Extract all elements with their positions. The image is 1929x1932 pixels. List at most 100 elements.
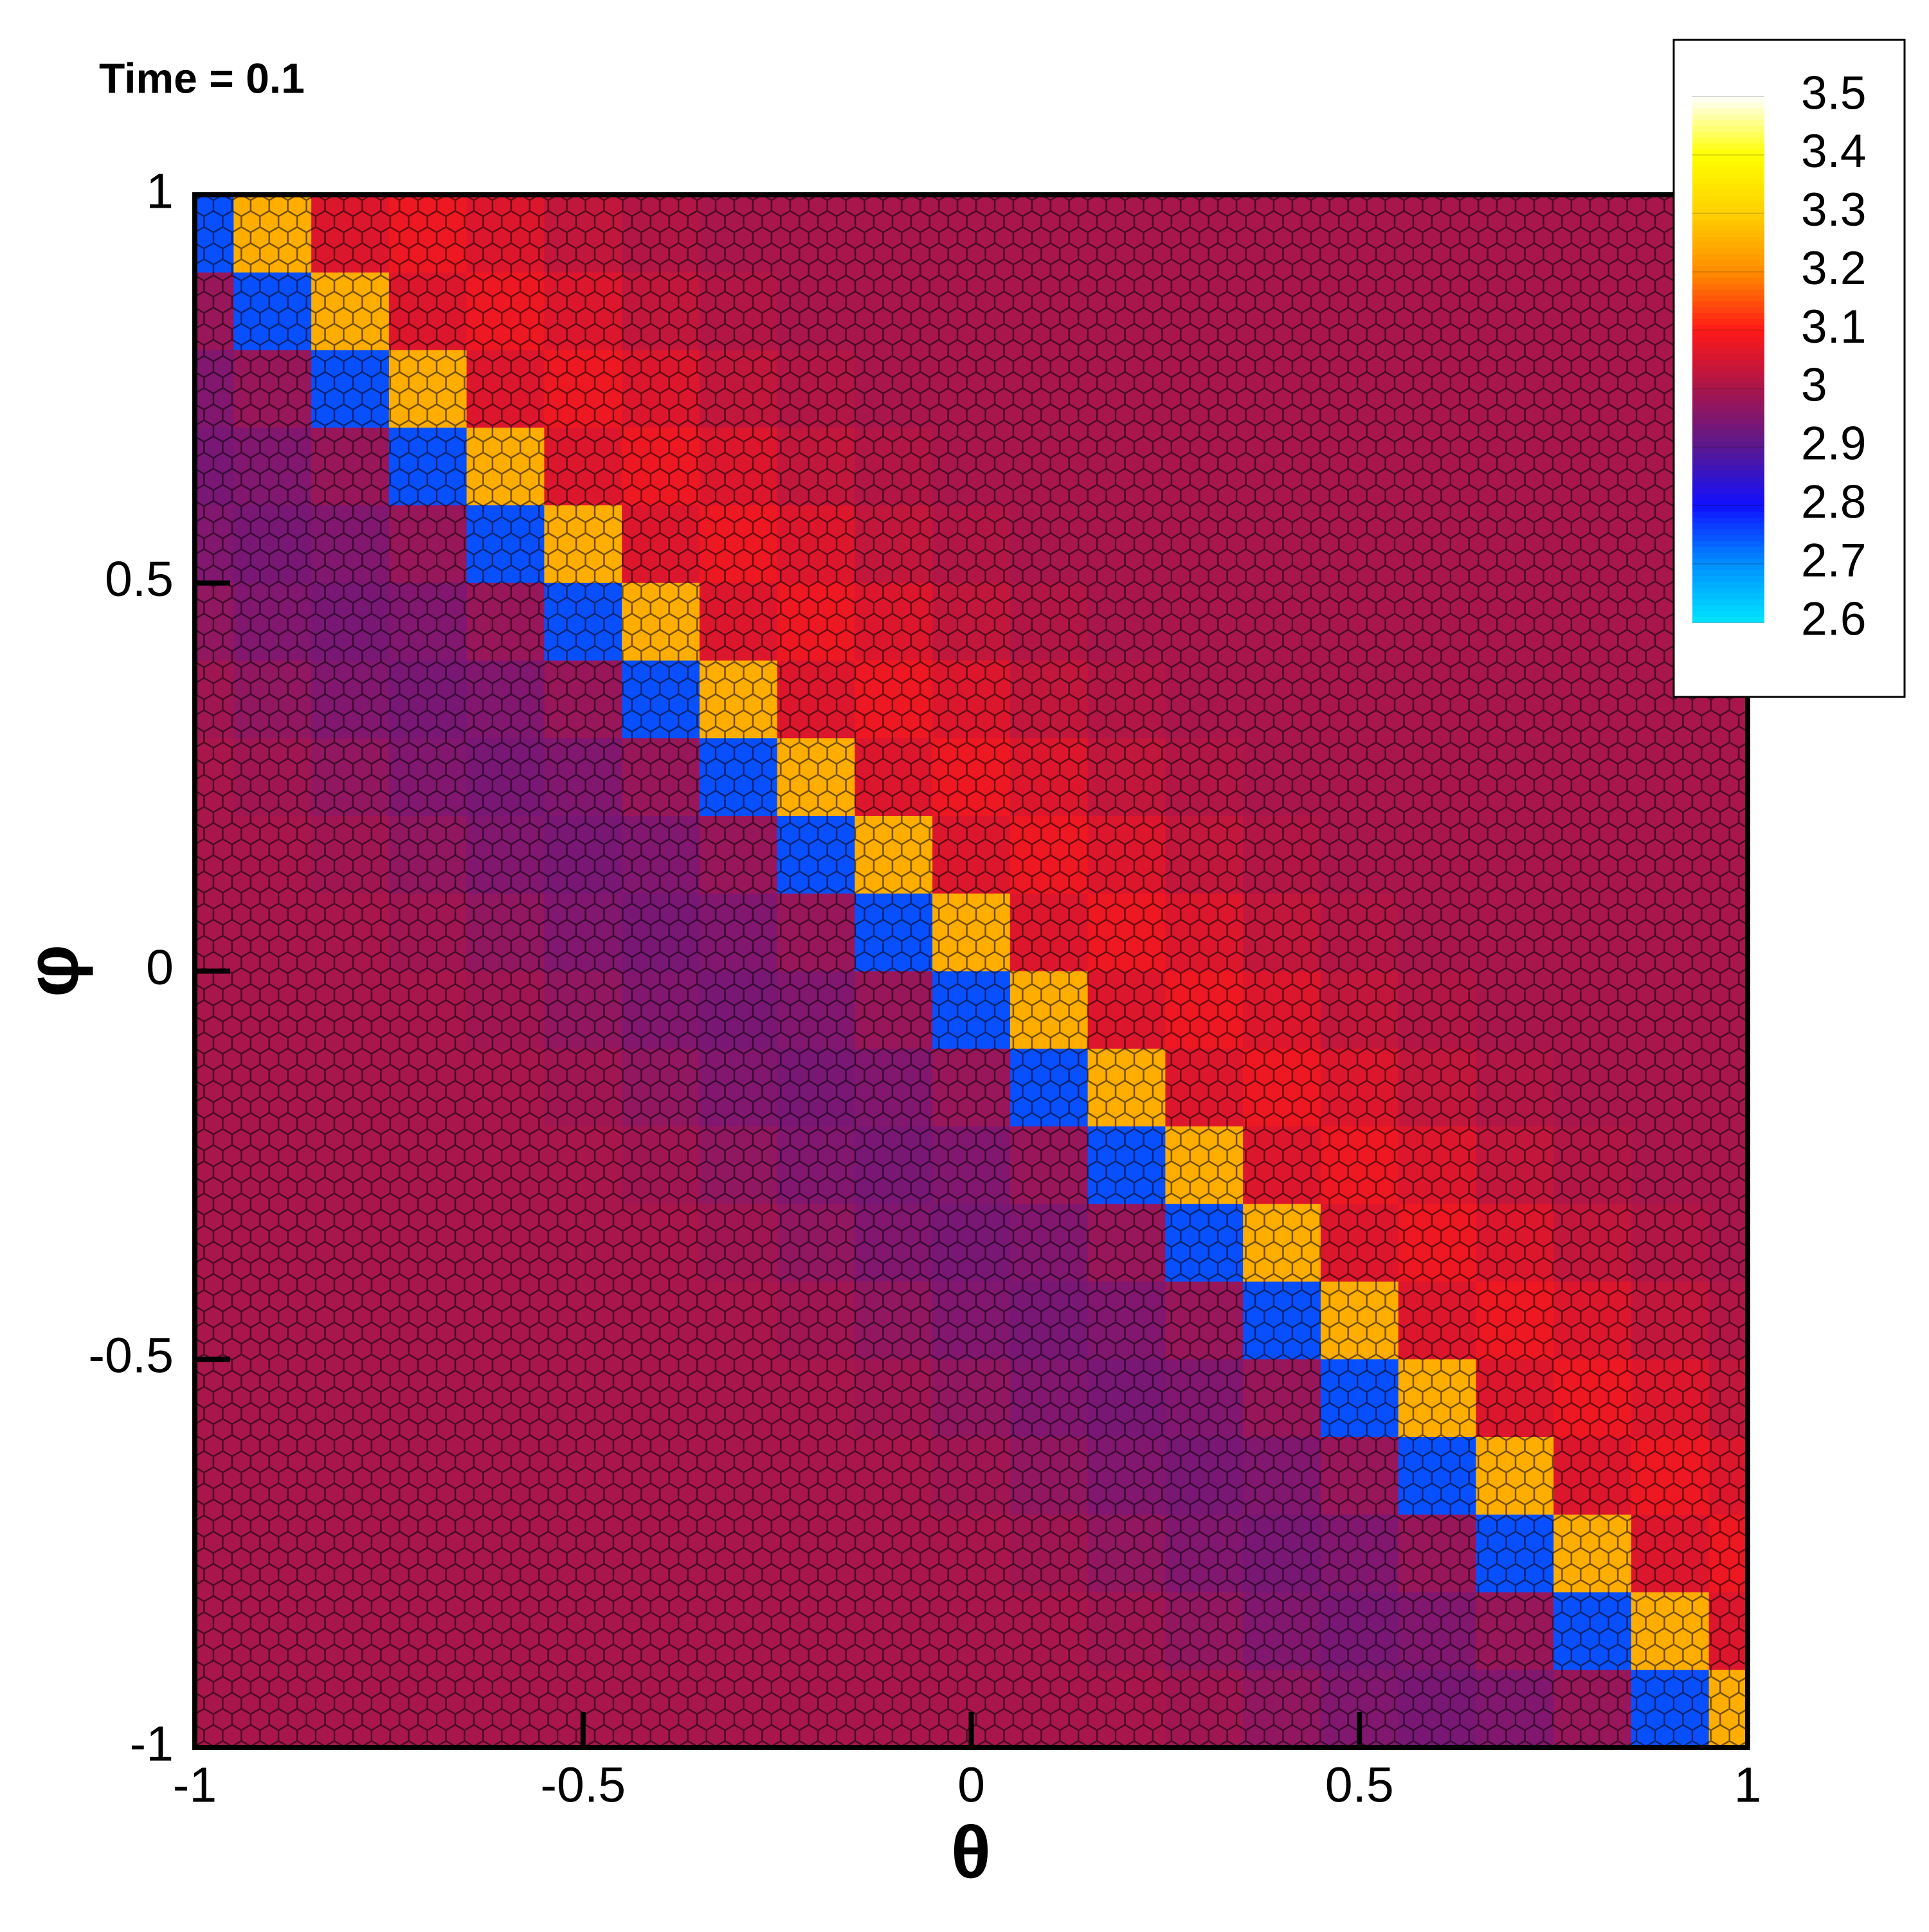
x-tick-label: -1 bbox=[173, 1757, 217, 1812]
y-tick-label: -1 bbox=[130, 1716, 174, 1771]
colorbar-segment bbox=[1692, 324, 1764, 331]
colorbar-label: 3.2 bbox=[1801, 242, 1866, 294]
colorbar-segment bbox=[1692, 388, 1764, 395]
colorbar-segment bbox=[1692, 558, 1764, 564]
colorbar-segment bbox=[1692, 353, 1764, 360]
colorbar-segment bbox=[1692, 406, 1764, 413]
colorbar-segment bbox=[1692, 523, 1764, 530]
colorbar-segment bbox=[1692, 254, 1764, 261]
colorbar-segment bbox=[1692, 487, 1764, 494]
colorbar-segment bbox=[1692, 581, 1764, 588]
colorbar-segment bbox=[1692, 540, 1764, 547]
colorbar-segment bbox=[1692, 201, 1764, 208]
colorbar-segment bbox=[1692, 184, 1764, 191]
colorbar-segment bbox=[1692, 411, 1764, 419]
x-tick-label: 1 bbox=[1734, 1757, 1762, 1812]
colorbar-segment bbox=[1692, 359, 1764, 366]
colorbar-segment bbox=[1692, 400, 1764, 407]
colorbar-segment bbox=[1692, 178, 1764, 185]
colorbar-segment bbox=[1692, 224, 1764, 231]
colorbar-segment bbox=[1692, 511, 1764, 518]
colorbar-segment bbox=[1692, 96, 1764, 103]
colorbar-segment bbox=[1692, 458, 1764, 465]
colorbar-segment bbox=[1692, 494, 1764, 500]
colorbar-label: 3.3 bbox=[1801, 184, 1866, 236]
colorbar-segment bbox=[1692, 371, 1764, 377]
colorbar-label: 2.8 bbox=[1801, 476, 1866, 528]
x-axis-label: θ bbox=[951, 1811, 991, 1893]
colorbar-label: 2.7 bbox=[1801, 534, 1866, 586]
colorbar-segment bbox=[1692, 248, 1764, 255]
colorbar-segment bbox=[1692, 312, 1764, 319]
colorbar-segment bbox=[1692, 195, 1764, 203]
y-tick-label: 0.5 bbox=[105, 552, 174, 607]
mesh-overlay bbox=[195, 195, 1748, 1747]
colorbar-segment bbox=[1692, 575, 1764, 582]
colorbar: 2.6 2.7 2.8 2.9 3 3.1 3.2 3.3 3.4 3.5 bbox=[1692, 67, 1866, 645]
colorbar-segment bbox=[1692, 271, 1764, 278]
colorbar-segment bbox=[1692, 347, 1764, 354]
colorbar-segment bbox=[1692, 476, 1764, 483]
y-tick-label: 0 bbox=[146, 940, 174, 995]
y-axis-label: φ bbox=[11, 944, 93, 997]
colorbar-segment bbox=[1692, 219, 1764, 226]
colorbar-segment bbox=[1692, 593, 1764, 600]
chart-title: Time = 0.1 bbox=[99, 54, 305, 102]
colorbar-segment bbox=[1692, 114, 1764, 120]
colorbar-label: 3 bbox=[1801, 359, 1827, 411]
colorbar-segment bbox=[1692, 167, 1764, 173]
colorbar-segment bbox=[1692, 289, 1764, 296]
colorbar-segment bbox=[1692, 336, 1764, 343]
colorbar-segment bbox=[1692, 435, 1764, 442]
colorbar-segment bbox=[1692, 301, 1764, 307]
colorbar-segment bbox=[1692, 207, 1764, 214]
colorbar-segment bbox=[1692, 137, 1764, 144]
colorbar-label: 3.4 bbox=[1801, 125, 1866, 177]
colorbar-segment bbox=[1692, 546, 1764, 553]
colorbar-segment bbox=[1692, 143, 1764, 150]
colorbar-segment bbox=[1692, 377, 1764, 383]
colorbar-segment bbox=[1692, 131, 1764, 138]
colorbar-segment bbox=[1692, 307, 1764, 313]
colorbar-segment bbox=[1692, 125, 1764, 132]
colorbar-segment bbox=[1692, 120, 1764, 127]
colorbar-label: 2.6 bbox=[1801, 593, 1866, 645]
colorbar-segment bbox=[1692, 517, 1764, 524]
colorbar-segment bbox=[1692, 154, 1764, 161]
colorbar-segment bbox=[1692, 482, 1764, 489]
colorbar-label: 2.9 bbox=[1801, 418, 1866, 470]
colorbar-segment bbox=[1692, 266, 1764, 273]
colorbar-segment bbox=[1692, 587, 1764, 594]
colorbar-segment bbox=[1692, 108, 1764, 114]
colorbar-segment bbox=[1692, 528, 1764, 536]
colorbar-segment bbox=[1692, 599, 1764, 606]
colorbar-label: 3.1 bbox=[1801, 301, 1866, 353]
y-tick-label: -0.5 bbox=[88, 1328, 174, 1384]
colorbar-segment bbox=[1692, 149, 1764, 156]
x-tick-label: -0.5 bbox=[540, 1757, 626, 1812]
colorbar-segment bbox=[1692, 552, 1764, 559]
x-tick-label: 0 bbox=[957, 1757, 985, 1812]
colorbar-segment bbox=[1692, 231, 1764, 237]
colorbar-segment bbox=[1692, 295, 1764, 302]
colorbar-segment bbox=[1692, 341, 1764, 348]
colorbar-segment bbox=[1692, 190, 1764, 197]
colorbar-segment bbox=[1692, 610, 1764, 617]
colorbar-segment bbox=[1692, 464, 1764, 471]
y-tick-label: 1 bbox=[146, 163, 174, 219]
colorbar-label: 3.5 bbox=[1801, 67, 1866, 119]
colorbar-segment bbox=[1692, 213, 1764, 220]
colorbar-segment bbox=[1692, 423, 1764, 430]
colorbar-segment bbox=[1692, 500, 1764, 506]
colorbar-segment bbox=[1692, 394, 1764, 401]
x-tick-label: 0.5 bbox=[1325, 1757, 1394, 1812]
colorbar-segment bbox=[1692, 570, 1764, 576]
colorbar-segment bbox=[1692, 429, 1764, 436]
colorbar-segment bbox=[1692, 453, 1764, 460]
colorbar-segment bbox=[1692, 534, 1764, 541]
colorbar-segment bbox=[1692, 564, 1764, 570]
colorbar-segment bbox=[1692, 172, 1764, 179]
colorbar-segment bbox=[1692, 318, 1764, 325]
colorbar-segment bbox=[1692, 102, 1764, 109]
